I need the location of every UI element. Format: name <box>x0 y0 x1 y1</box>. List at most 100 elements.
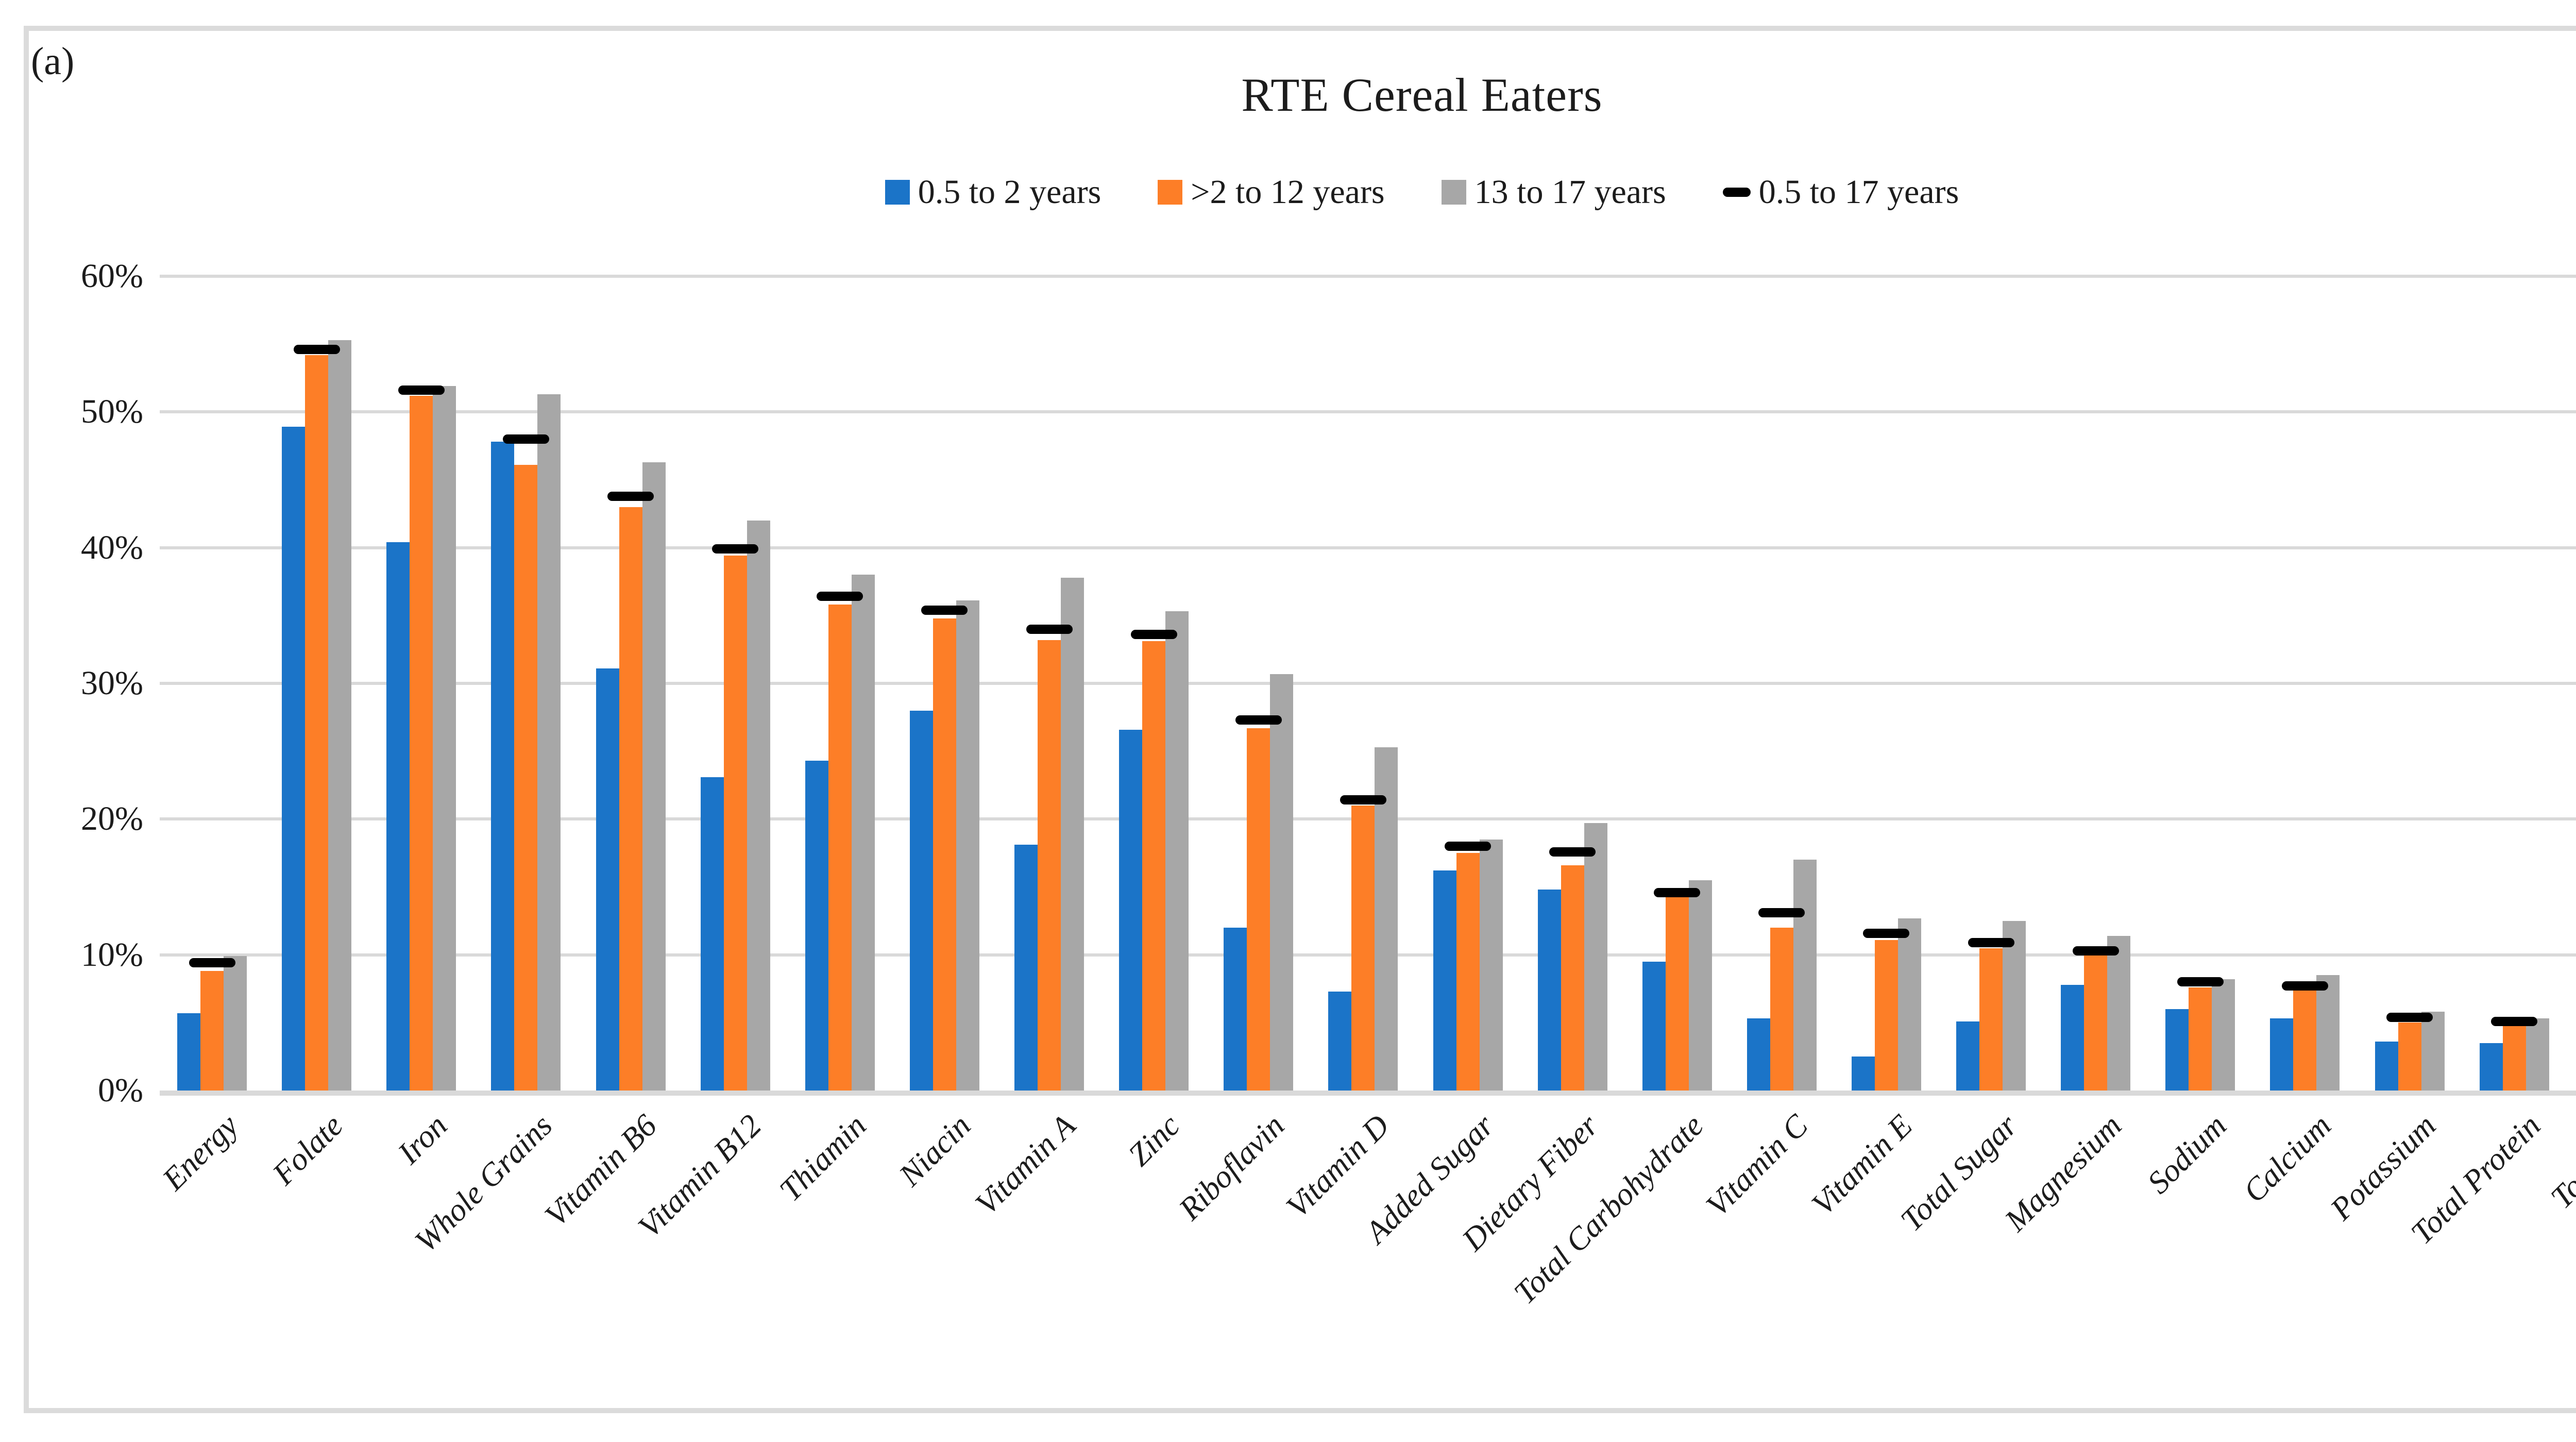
y-axis-tick-label: 20% <box>81 800 143 838</box>
legend-label: 13 to 17 years <box>1474 173 1666 211</box>
x-axis-category-label: Vitamin A <box>968 1108 1082 1222</box>
y-axis-tick-label: 0% <box>98 1071 143 1109</box>
bar-blue <box>2165 1009 2189 1091</box>
x-axis-category-label: Vitamin E <box>1805 1108 1920 1222</box>
y-axis-tick-label: 40% <box>81 528 143 566</box>
bar-blue <box>1747 1018 1770 1091</box>
bar-orange <box>305 355 329 1091</box>
bar-orange <box>933 618 956 1091</box>
bar-orange <box>619 507 642 1091</box>
bar-gray <box>1479 839 1503 1091</box>
bar-gray <box>2107 935 2131 1091</box>
legend-swatch-blue-icon <box>885 180 910 205</box>
bar-gray <box>224 956 247 1091</box>
x-axis-category-label: Folate <box>266 1108 350 1192</box>
legend: 0.5 to 2 years >2 to 12 years 13 to 17 y… <box>0 164 2576 221</box>
bar-orange <box>1874 940 1898 1091</box>
bar-gray <box>747 521 770 1091</box>
bar-gray <box>2526 1018 2549 1091</box>
bar-orange <box>2293 990 2317 1091</box>
bar-blue <box>1642 961 1666 1091</box>
bar-gray <box>2003 920 2026 1091</box>
bar-gray <box>2212 979 2235 1091</box>
bar-gray <box>2421 1012 2445 1091</box>
y-axis-tick-label: 50% <box>81 393 143 431</box>
bar-blue <box>2270 1018 2294 1091</box>
dash-marker <box>2386 1012 2433 1022</box>
bar-orange <box>2084 954 2108 1091</box>
bar-gray <box>956 600 979 1091</box>
legend-item-2-to-12-years: >2 to 12 years <box>1158 175 1385 209</box>
legend-swatch-orange-icon <box>1158 180 1183 205</box>
bar-orange <box>1456 853 1480 1091</box>
bar-gray <box>433 386 456 1091</box>
bar-blue <box>1851 1057 1875 1091</box>
bar-gray <box>328 340 352 1091</box>
dash-marker <box>817 592 863 601</box>
dash-marker <box>502 434 549 444</box>
bar-blue <box>1537 890 1561 1091</box>
dash-marker <box>1654 887 1701 897</box>
x-axis-category-label: Calcium <box>2236 1108 2338 1210</box>
gridline <box>160 275 2576 278</box>
dash-marker <box>1445 842 1491 851</box>
legend-dash-marker-icon <box>1722 188 1751 197</box>
bar-gray <box>1793 860 1817 1091</box>
x-axis-category-label: Energy <box>156 1108 245 1197</box>
legend-swatch-gray-icon <box>1441 180 1466 205</box>
x-axis-line <box>160 1091 2576 1096</box>
bar-blue <box>2061 984 2084 1091</box>
bar-blue <box>2479 1043 2503 1091</box>
dash-marker <box>712 544 759 554</box>
dash-marker <box>2177 977 2224 987</box>
bar-gray <box>1165 611 1189 1091</box>
bar-gray <box>537 394 561 1091</box>
bar-blue <box>1433 870 1456 1091</box>
dash-marker <box>2072 946 2119 955</box>
x-axis-category-label: Vitamin C <box>1699 1108 1815 1223</box>
legend-label: 0.5 to 17 years <box>1758 173 1959 211</box>
dash-marker <box>293 345 340 355</box>
legend-item-0-5-to-17-years: 0.5 to 17 years <box>1722 173 1959 211</box>
dash-marker <box>398 385 445 395</box>
bar-orange <box>723 556 747 1091</box>
chart-frame <box>24 26 2576 1413</box>
dash-marker <box>1340 795 1386 805</box>
panel-label: (a) <box>31 40 75 83</box>
dash-marker <box>2281 981 2328 991</box>
bar-gray <box>1897 918 1921 1091</box>
bar-orange <box>1665 895 1689 1091</box>
dash-marker <box>607 491 654 501</box>
bar-orange <box>410 395 433 1091</box>
bar-gray <box>642 462 666 1091</box>
dash-marker <box>1758 908 1805 918</box>
dash-marker <box>1968 937 2014 947</box>
bar-blue <box>177 1013 201 1091</box>
x-axis-category-label: Total Fat <box>2544 1108 2576 1216</box>
bar-orange <box>1351 806 1375 1091</box>
bar-orange <box>828 605 852 1091</box>
dash-marker <box>1026 624 1073 634</box>
bar-blue <box>1014 845 1038 1091</box>
bar-blue <box>700 777 724 1091</box>
bar-blue <box>282 427 306 1091</box>
bar-orange <box>1247 728 1270 1091</box>
x-axis-category-label: Thiamin <box>772 1108 873 1209</box>
bar-blue <box>1328 991 1352 1091</box>
dash-marker <box>1549 847 1596 857</box>
bar-gray <box>1061 577 1084 1091</box>
bar-orange <box>1979 948 2003 1091</box>
dash-marker <box>1235 715 1282 725</box>
x-axis-category-label: Iron <box>391 1108 454 1171</box>
bar-orange <box>2398 1022 2421 1091</box>
bar-orange <box>1142 641 1166 1091</box>
bar-orange <box>200 971 224 1091</box>
x-axis-category-label: Riboflavin <box>1173 1108 1292 1227</box>
x-axis-category-label: Zinc <box>1122 1108 1187 1173</box>
bar-blue <box>491 442 515 1091</box>
x-axis-category-label: Total Carbohydrate <box>1507 1108 1710 1311</box>
gridline <box>160 546 2576 549</box>
bar-blue <box>1224 928 1247 1091</box>
y-axis-tick-label: 30% <box>81 664 143 702</box>
